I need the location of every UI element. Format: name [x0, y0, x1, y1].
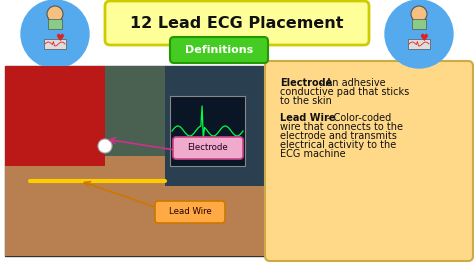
Text: - Color-coded: - Color-coded	[327, 113, 391, 123]
Text: electrical activity to the: electrical activity to the	[280, 140, 396, 150]
FancyBboxPatch shape	[105, 1, 369, 45]
FancyBboxPatch shape	[5, 66, 105, 166]
Text: ♥: ♥	[55, 33, 64, 43]
Circle shape	[98, 139, 112, 153]
FancyBboxPatch shape	[173, 137, 243, 159]
Circle shape	[21, 0, 89, 68]
Text: to the skin: to the skin	[280, 96, 332, 106]
FancyBboxPatch shape	[165, 66, 265, 186]
Text: Electrode: Electrode	[280, 78, 332, 88]
Circle shape	[47, 6, 63, 22]
FancyBboxPatch shape	[170, 96, 245, 166]
FancyBboxPatch shape	[408, 39, 430, 49]
Text: electrode and transmits: electrode and transmits	[280, 131, 397, 141]
Text: Lead Wire: Lead Wire	[169, 207, 211, 217]
FancyBboxPatch shape	[5, 66, 265, 256]
FancyBboxPatch shape	[48, 19, 62, 29]
FancyBboxPatch shape	[5, 156, 265, 256]
FancyBboxPatch shape	[5, 66, 265, 256]
Text: wire that connects to the: wire that connects to the	[280, 122, 403, 132]
Circle shape	[385, 0, 453, 68]
Text: ECG machine: ECG machine	[280, 149, 346, 159]
FancyBboxPatch shape	[412, 19, 426, 29]
Circle shape	[411, 6, 427, 22]
Text: 12 Lead ECG Placement: 12 Lead ECG Placement	[130, 15, 344, 31]
Text: ♥: ♥	[419, 33, 428, 43]
Text: Definitions: Definitions	[185, 45, 253, 55]
Text: - An adhesive: - An adhesive	[319, 78, 386, 88]
FancyBboxPatch shape	[265, 61, 473, 261]
Text: conductive pad that sticks: conductive pad that sticks	[280, 87, 409, 97]
Text: Electrode: Electrode	[188, 143, 228, 152]
FancyBboxPatch shape	[44, 39, 66, 49]
FancyBboxPatch shape	[155, 201, 225, 223]
Text: Lead Wire: Lead Wire	[280, 113, 336, 123]
FancyBboxPatch shape	[170, 37, 268, 63]
